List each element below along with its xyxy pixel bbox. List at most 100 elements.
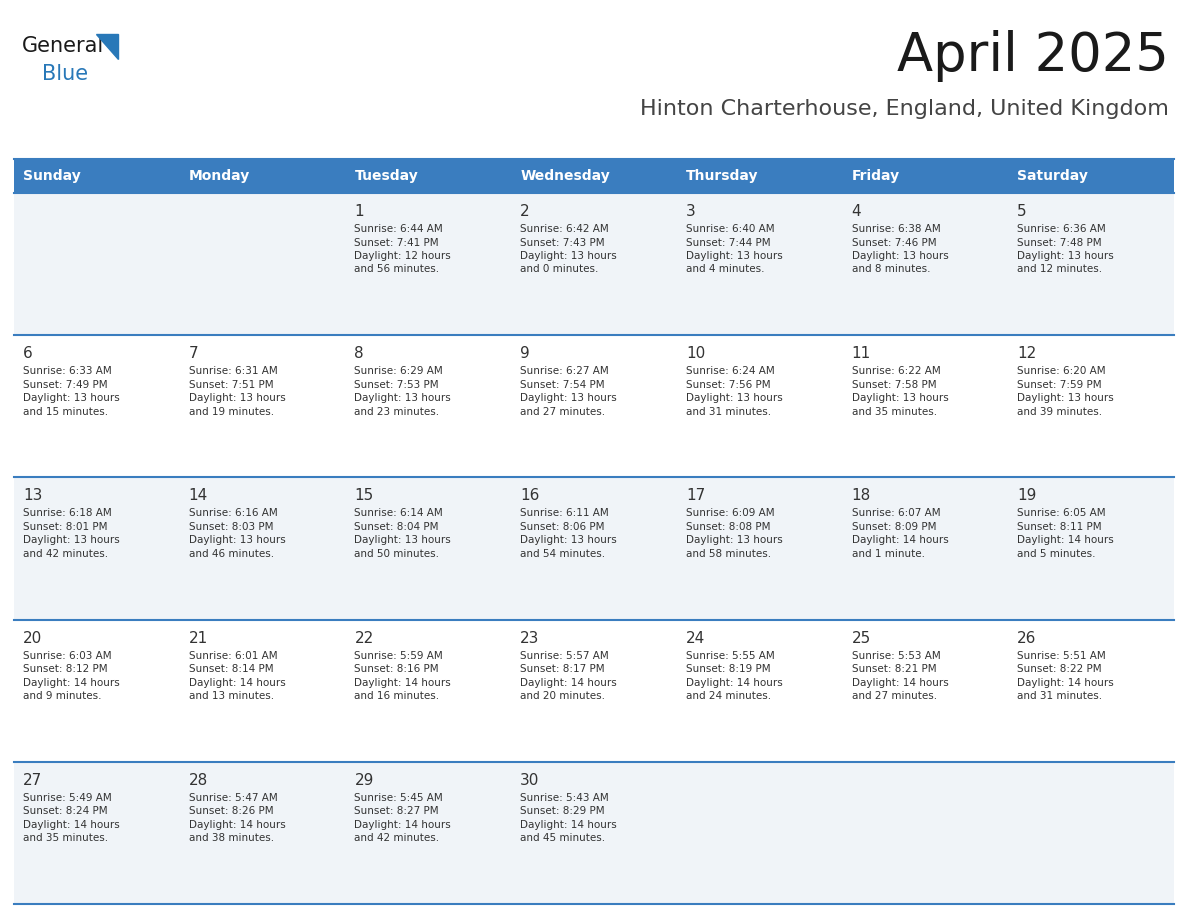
- Text: Daylight: 13 hours: Daylight: 13 hours: [354, 535, 451, 545]
- Text: Daylight: 14 hours: Daylight: 14 hours: [852, 677, 948, 688]
- Text: Thursday: Thursday: [685, 169, 758, 183]
- Text: Sunset: 7:46 PM: Sunset: 7:46 PM: [852, 238, 936, 248]
- Text: and 13 minutes.: and 13 minutes.: [189, 691, 274, 701]
- Text: and 50 minutes.: and 50 minutes.: [354, 549, 440, 559]
- Text: and 31 minutes.: and 31 minutes.: [685, 407, 771, 417]
- Bar: [1009, 159, 1174, 193]
- Text: Sunset: 7:41 PM: Sunset: 7:41 PM: [354, 238, 440, 248]
- Text: Sunrise: 5:55 AM: Sunrise: 5:55 AM: [685, 651, 775, 661]
- Text: Sunrise: 6:16 AM: Sunrise: 6:16 AM: [189, 509, 278, 519]
- Bar: [14, 620, 1174, 762]
- Text: 26: 26: [1017, 631, 1037, 645]
- Text: 23: 23: [520, 631, 539, 645]
- Text: Daylight: 13 hours: Daylight: 13 hours: [520, 251, 617, 261]
- Text: 11: 11: [852, 346, 871, 361]
- Text: 22: 22: [354, 631, 374, 645]
- Text: and 35 minutes.: and 35 minutes.: [23, 834, 108, 844]
- Text: Sunset: 7:53 PM: Sunset: 7:53 PM: [354, 380, 440, 390]
- Text: and 20 minutes.: and 20 minutes.: [520, 691, 605, 701]
- Text: April 2025: April 2025: [897, 30, 1169, 82]
- Text: and 16 minutes.: and 16 minutes.: [354, 691, 440, 701]
- Text: Daylight: 14 hours: Daylight: 14 hours: [23, 820, 120, 830]
- Text: and 27 minutes.: and 27 minutes.: [852, 691, 936, 701]
- Text: 18: 18: [852, 488, 871, 503]
- Text: Sunday: Sunday: [23, 169, 81, 183]
- Text: Daylight: 14 hours: Daylight: 14 hours: [354, 677, 451, 688]
- Text: Wednesday: Wednesday: [520, 169, 609, 183]
- Text: 12: 12: [1017, 346, 1037, 361]
- Text: Daylight: 13 hours: Daylight: 13 hours: [1017, 393, 1114, 403]
- Text: and 19 minutes.: and 19 minutes.: [189, 407, 274, 417]
- Bar: [842, 159, 1009, 193]
- Text: Sunset: 8:26 PM: Sunset: 8:26 PM: [189, 806, 273, 816]
- Text: and 35 minutes.: and 35 minutes.: [852, 407, 936, 417]
- Text: and 15 minutes.: and 15 minutes.: [23, 407, 108, 417]
- Text: Daylight: 12 hours: Daylight: 12 hours: [354, 251, 451, 261]
- Bar: [677, 159, 842, 193]
- Text: 4: 4: [852, 204, 861, 219]
- Text: 10: 10: [685, 346, 706, 361]
- Text: Daylight: 14 hours: Daylight: 14 hours: [189, 820, 285, 830]
- Text: Sunset: 8:03 PM: Sunset: 8:03 PM: [189, 522, 273, 532]
- Text: Sunrise: 6:36 AM: Sunrise: 6:36 AM: [1017, 224, 1106, 234]
- Text: Blue: Blue: [42, 64, 88, 84]
- Text: and 9 minutes.: and 9 minutes.: [23, 691, 101, 701]
- Text: 2: 2: [520, 204, 530, 219]
- Text: Sunrise: 6:09 AM: Sunrise: 6:09 AM: [685, 509, 775, 519]
- Text: and 56 minutes.: and 56 minutes.: [354, 264, 440, 274]
- Text: and 8 minutes.: and 8 minutes.: [852, 264, 930, 274]
- Text: Daylight: 13 hours: Daylight: 13 hours: [520, 535, 617, 545]
- Text: Sunset: 8:16 PM: Sunset: 8:16 PM: [354, 664, 440, 674]
- Text: Sunrise: 6:14 AM: Sunrise: 6:14 AM: [354, 509, 443, 519]
- Text: Daylight: 13 hours: Daylight: 13 hours: [189, 393, 285, 403]
- Text: 21: 21: [189, 631, 208, 645]
- Text: Daylight: 13 hours: Daylight: 13 hours: [23, 535, 120, 545]
- Text: Sunset: 7:51 PM: Sunset: 7:51 PM: [189, 380, 273, 390]
- Text: Sunset: 7:49 PM: Sunset: 7:49 PM: [23, 380, 108, 390]
- Text: and 1 minute.: and 1 minute.: [852, 549, 924, 559]
- Text: Sunrise: 5:51 AM: Sunrise: 5:51 AM: [1017, 651, 1106, 661]
- Text: Sunrise: 6:44 AM: Sunrise: 6:44 AM: [354, 224, 443, 234]
- Text: 7: 7: [189, 346, 198, 361]
- Text: and 24 minutes.: and 24 minutes.: [685, 691, 771, 701]
- Text: 9: 9: [520, 346, 530, 361]
- Text: Sunset: 8:01 PM: Sunset: 8:01 PM: [23, 522, 107, 532]
- Text: Sunset: 8:12 PM: Sunset: 8:12 PM: [23, 664, 108, 674]
- Text: Sunrise: 5:49 AM: Sunrise: 5:49 AM: [23, 793, 112, 803]
- Text: Sunrise: 5:43 AM: Sunrise: 5:43 AM: [520, 793, 609, 803]
- Text: Sunset: 8:27 PM: Sunset: 8:27 PM: [354, 806, 440, 816]
- Text: Sunrise: 6:07 AM: Sunrise: 6:07 AM: [852, 509, 940, 519]
- Text: Monday: Monday: [189, 169, 249, 183]
- Text: Daylight: 14 hours: Daylight: 14 hours: [354, 820, 451, 830]
- Text: Sunrise: 5:45 AM: Sunrise: 5:45 AM: [354, 793, 443, 803]
- Text: and 5 minutes.: and 5 minutes.: [1017, 549, 1095, 559]
- Text: and 27 minutes.: and 27 minutes.: [520, 407, 605, 417]
- Text: and 42 minutes.: and 42 minutes.: [354, 834, 440, 844]
- Text: Sunset: 8:19 PM: Sunset: 8:19 PM: [685, 664, 771, 674]
- Text: Sunrise: 6:38 AM: Sunrise: 6:38 AM: [852, 224, 941, 234]
- Text: Sunrise: 5:59 AM: Sunrise: 5:59 AM: [354, 651, 443, 661]
- Text: 20: 20: [23, 631, 43, 645]
- Text: Sunset: 7:43 PM: Sunset: 7:43 PM: [520, 238, 605, 248]
- Text: Sunset: 8:22 PM: Sunset: 8:22 PM: [1017, 664, 1102, 674]
- Text: and 4 minutes.: and 4 minutes.: [685, 264, 764, 274]
- Text: Sunset: 8:11 PM: Sunset: 8:11 PM: [1017, 522, 1102, 532]
- Text: Sunset: 7:48 PM: Sunset: 7:48 PM: [1017, 238, 1102, 248]
- Text: Sunrise: 5:57 AM: Sunrise: 5:57 AM: [520, 651, 609, 661]
- Bar: [14, 159, 179, 193]
- Text: 14: 14: [189, 488, 208, 503]
- Text: and 39 minutes.: and 39 minutes.: [1017, 407, 1102, 417]
- Text: Sunset: 8:24 PM: Sunset: 8:24 PM: [23, 806, 108, 816]
- Text: Sunrise: 6:29 AM: Sunrise: 6:29 AM: [354, 366, 443, 376]
- Text: 5: 5: [1017, 204, 1026, 219]
- Bar: [14, 193, 1174, 335]
- Text: Friday: Friday: [852, 169, 899, 183]
- Text: Daylight: 14 hours: Daylight: 14 hours: [520, 820, 617, 830]
- Text: Sunset: 8:29 PM: Sunset: 8:29 PM: [520, 806, 605, 816]
- Text: Sunrise: 6:11 AM: Sunrise: 6:11 AM: [520, 509, 609, 519]
- Text: and 0 minutes.: and 0 minutes.: [520, 264, 599, 274]
- Text: Sunrise: 6:03 AM: Sunrise: 6:03 AM: [23, 651, 112, 661]
- Text: 13: 13: [23, 488, 43, 503]
- Text: 25: 25: [852, 631, 871, 645]
- Text: Sunrise: 6:01 AM: Sunrise: 6:01 AM: [189, 651, 277, 661]
